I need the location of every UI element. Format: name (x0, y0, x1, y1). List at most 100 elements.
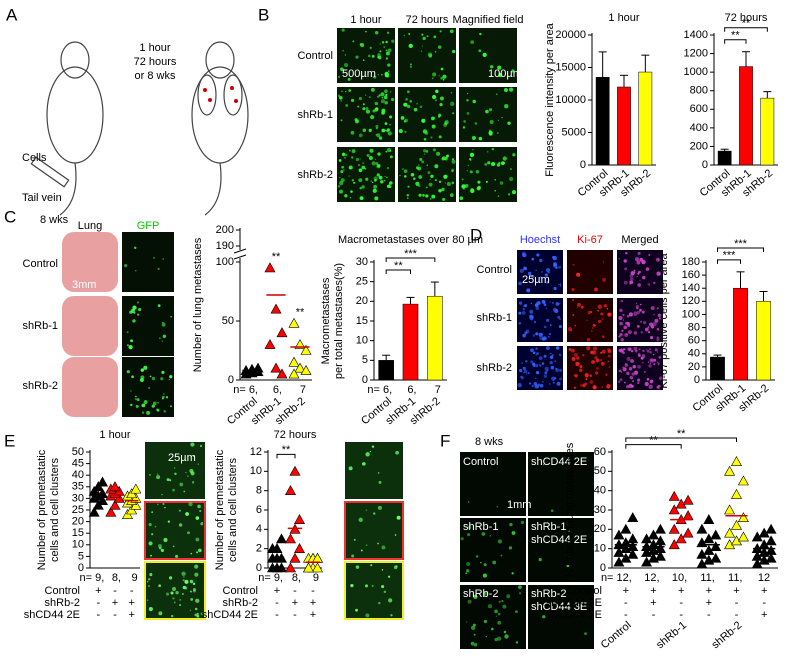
micrograph-spot (582, 354, 585, 357)
micrograph-spot (350, 130, 355, 135)
micrograph-spot (511, 572, 514, 575)
micrograph-spot (340, 170, 344, 174)
micrograph-spot (594, 356, 598, 360)
row-label: shRb-2 (23, 380, 58, 392)
micrograph-spot (536, 253, 540, 257)
significance-bracket (276, 453, 296, 459)
micrograph-spot (492, 560, 497, 565)
micrograph-spot (368, 96, 371, 99)
micrograph-spot (527, 371, 530, 375)
micrograph-spot (522, 333, 526, 338)
micrograph-spot (340, 67, 344, 71)
row-mark: - (679, 597, 683, 609)
micrograph-spot (162, 321, 164, 324)
micrograph-spot (374, 179, 377, 182)
micrograph-spot (549, 324, 552, 327)
micrograph-spot (199, 509, 202, 513)
micrograph-spot (472, 149, 474, 151)
mouse-diagram (30, 41, 249, 216)
y-tick-label: 80 (688, 321, 700, 333)
triangle-marker (627, 548, 639, 559)
row-mark: + (310, 609, 316, 621)
micrograph-spot (347, 77, 351, 81)
micrograph-spot (653, 281, 656, 285)
y-tick-label: 0 (256, 562, 262, 574)
y-tick-label: 60 (688, 335, 700, 347)
micrograph-spot (440, 76, 444, 80)
triangle-marker (109, 499, 121, 510)
micrograph-spot (375, 127, 379, 130)
y-tick-label: 10 (250, 465, 262, 477)
bar (717, 150, 732, 166)
triangle-marker (293, 543, 306, 553)
micrograph-spot (469, 158, 472, 161)
micrograph-spot (552, 255, 557, 261)
chart-title: 1 hour (608, 12, 640, 24)
micrograph-spot (472, 99, 476, 104)
micrograph-spot (576, 272, 581, 277)
row-label: shRb-1 (298, 109, 333, 121)
row-mark: - (762, 597, 766, 609)
triangle-marker (703, 514, 715, 524)
micrograph-spot (475, 169, 480, 174)
micrograph-spot (535, 306, 540, 310)
micrograph-spot (630, 359, 634, 363)
micrograph-spot (187, 531, 190, 535)
micrograph-spot (381, 545, 386, 550)
time-label: 72 hours (134, 56, 177, 68)
micrograph-spot (491, 161, 496, 167)
micrograph-spot (385, 176, 388, 179)
micrograph-spot (378, 55, 382, 60)
micrograph-spot (575, 361, 580, 367)
micrograph-spot (427, 171, 431, 175)
y-tick-label: 600 (690, 103, 708, 115)
micrograph-spot (151, 376, 156, 381)
micrograph-spot (470, 187, 474, 192)
micrograph-spot (146, 410, 151, 415)
y-axis-label: Number of lung metastases (192, 237, 204, 372)
micrograph-spot (524, 267, 528, 271)
micrograph-spot (410, 172, 415, 177)
micrograph-spot (194, 613, 198, 617)
micrograph-spot (637, 251, 641, 256)
micrograph-spot (439, 103, 443, 107)
significance: *** (734, 238, 748, 250)
micrograph-spot (626, 356, 631, 361)
micrograph-spot (139, 377, 144, 383)
y-axis-label: per total metastases(%) (333, 263, 345, 379)
micrograph-spot (374, 196, 379, 201)
micrograph-spot (342, 49, 345, 52)
micrograph-spot (175, 591, 179, 595)
micrograph-spot (515, 641, 519, 644)
micrograph-spot (348, 466, 353, 471)
micrograph-spot (650, 335, 654, 340)
micrograph-spot (182, 579, 185, 582)
micrograph-spot (415, 181, 420, 186)
triangle-marker (710, 541, 722, 552)
y-tick-label: 25 (356, 276, 368, 288)
micrograph-spot (602, 277, 607, 282)
micrograph-spot (148, 473, 151, 476)
micrograph-spot (390, 614, 393, 617)
micrograph-spot (359, 187, 362, 190)
row-mark: + (623, 585, 629, 597)
micrograph-spot (618, 335, 621, 338)
micrograph-spot (465, 572, 468, 575)
y-tick-label: 200 (690, 140, 708, 152)
micrograph-spot (148, 541, 153, 546)
micrograph-spot (636, 260, 641, 265)
micrograph-spot (544, 273, 548, 277)
micrograph-spot (377, 542, 379, 545)
micrograph-spot (539, 258, 543, 263)
micrograph-spot (518, 592, 522, 595)
micrograph-spot (656, 361, 659, 363)
micrograph-spot (165, 396, 169, 399)
micrograph-spot (639, 279, 641, 281)
micrograph-spot (529, 316, 534, 321)
micrograph-spot (183, 490, 186, 493)
micrograph-spot (590, 350, 594, 354)
micrograph-spot (174, 467, 176, 469)
micrograph-spot (656, 336, 659, 339)
triangle-marker (730, 456, 743, 466)
micrograph-spot (136, 301, 140, 304)
